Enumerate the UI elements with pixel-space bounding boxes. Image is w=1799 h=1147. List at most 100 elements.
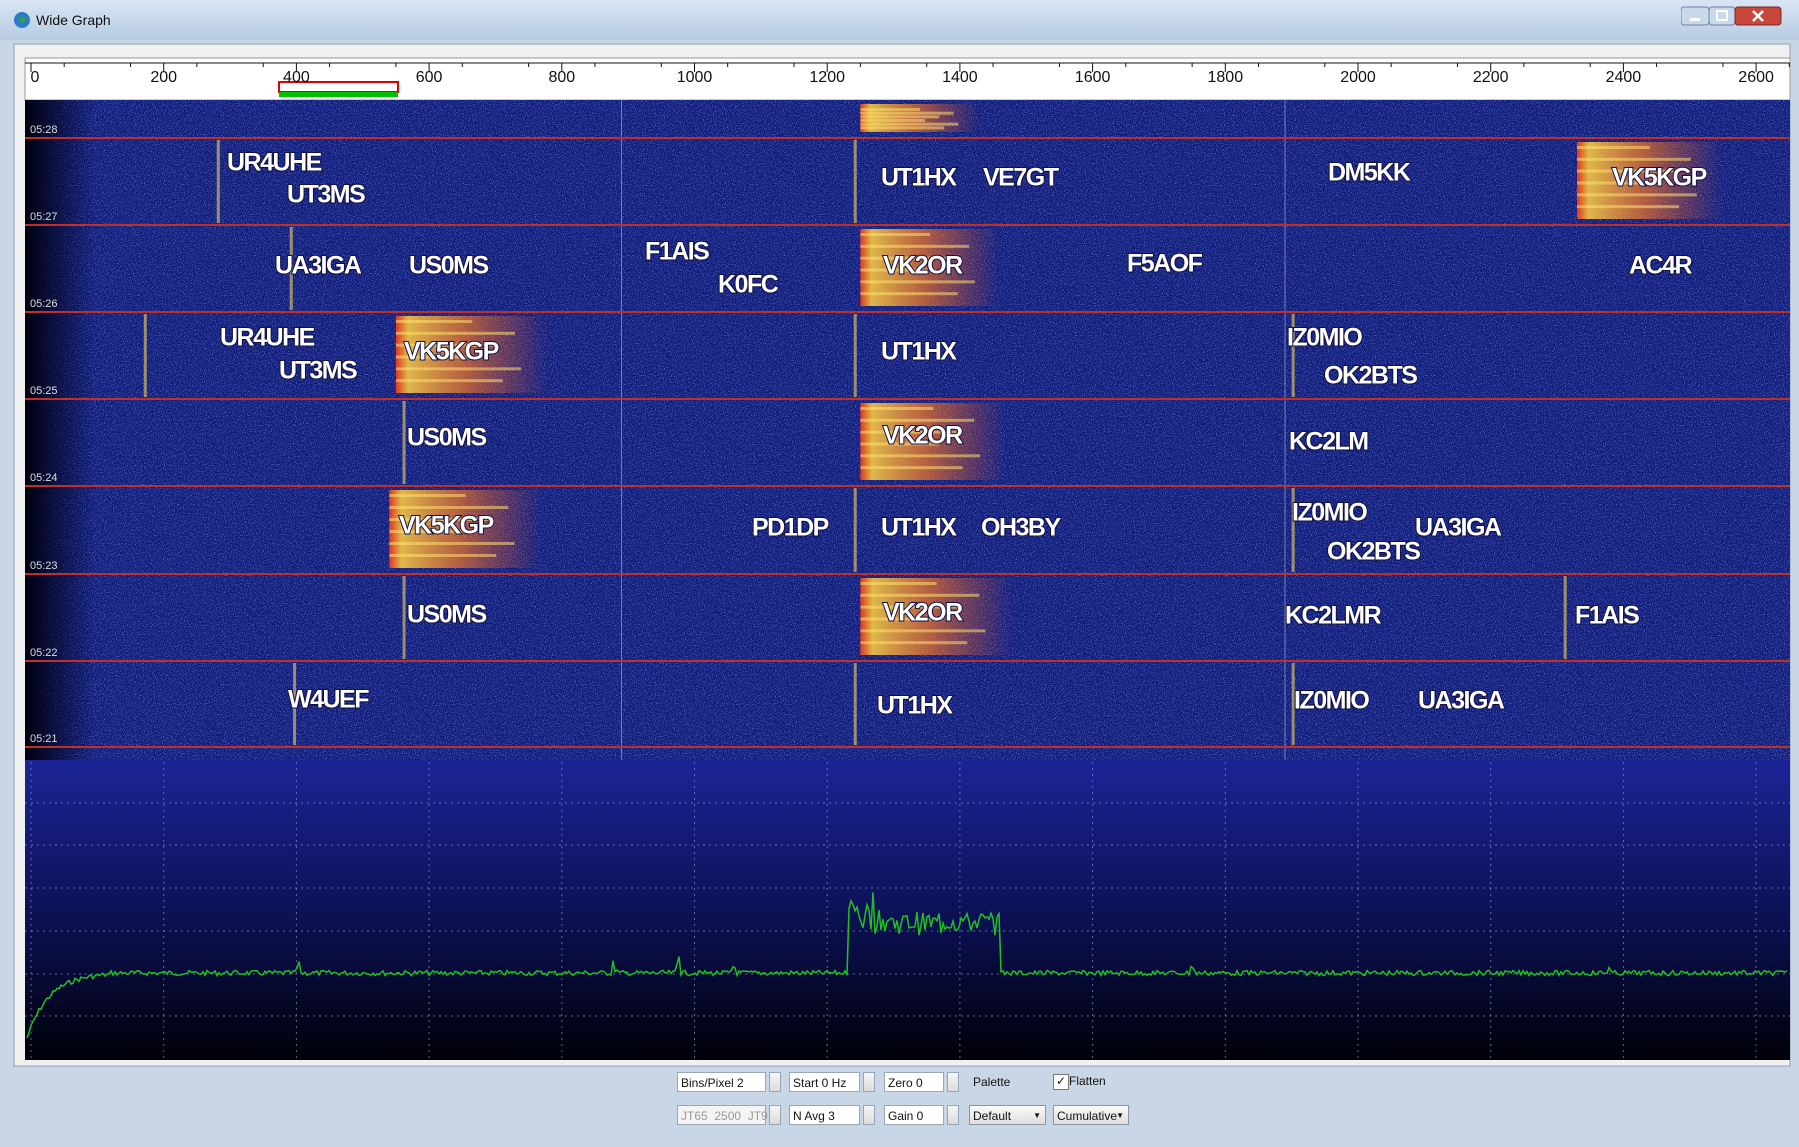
palette-dropdown[interactable]: Default [969,1105,1046,1125]
signal-streak [396,379,503,382]
signal-streak [1577,205,1679,208]
decode-label: K0FC [718,271,779,299]
decode-label: F1AIS [1575,602,1639,630]
decode-label: F5AOF [1127,250,1203,278]
time-label: 05:21 [30,733,58,745]
signal-streak [860,108,920,111]
narrow-signal [1564,576,1567,659]
signal-streak [396,332,515,335]
narrow-signal [854,663,857,745]
bins-per-pixel[interactable]: Bins/Pixel 2 [677,1072,766,1092]
zero[interactable]: Zero 0 [884,1072,944,1092]
flatten-checkbox[interactable]: ✓ [1053,1074,1069,1090]
narrow-signal [854,140,857,223]
narrow-signal [403,576,406,659]
signal-streak [860,233,930,236]
narrow-signal [144,314,147,397]
decode-label: VK5KGP [1612,164,1707,192]
decode-label: VK2OR [883,252,963,280]
decode-label: VK2OR [883,422,963,450]
signal-streak [389,542,514,545]
tick-label: 800 [548,69,575,86]
signal-streak [860,119,924,122]
tick-label: 600 [416,69,443,86]
spinner[interactable] [769,1072,781,1092]
rx-marker [279,92,398,97]
decode-label: W4UEF [288,686,369,714]
tick-label: 400 [283,69,310,86]
decode-label: PD1DP [752,514,829,542]
decode-label: UT1HX [881,338,957,366]
decode-label: OK2BTS [1324,362,1417,390]
narrow-signal [854,488,857,572]
spectrum-dropdown[interactable]: Cumulative [1053,1105,1129,1125]
decode-label: IZ0MIO [1287,324,1362,352]
signal-streak [860,126,944,129]
decode-label: UT3MS [279,357,357,385]
signal-streak [860,123,958,126]
time-label: 05:23 [30,560,58,572]
spinner [769,1105,781,1125]
decode-label: KC2LM [1289,428,1368,456]
time-label: 05:25 [30,385,58,397]
signal-streak [860,115,939,118]
spinner[interactable] [947,1072,959,1092]
decode-label: UR4UHE [227,149,322,177]
signal-streak [860,292,958,295]
decode-label: UT1HX [881,514,957,542]
signal-streak [860,280,974,283]
decode-label: VK2OR [883,599,963,627]
spinner[interactable] [863,1072,875,1092]
tick-label: 0 [31,69,40,86]
tick-label: 1400 [942,69,978,86]
spinner[interactable] [863,1105,875,1125]
palette-label: Palette [973,1072,1010,1092]
gain[interactable]: Gain 0 [884,1105,944,1125]
signal-streak [1577,146,1650,149]
signal-streak [860,466,962,469]
tick-label: 2200 [1473,69,1509,86]
spectrum [25,760,1790,1060]
signal-streak [860,594,979,597]
narrow-signal [854,314,857,397]
time-label: 05:26 [30,298,58,310]
spinner[interactable] [947,1105,959,1125]
tick-label: 1600 [1075,69,1111,86]
signal-streak [860,641,967,644]
signal-streak [860,582,936,585]
decode-label: US0MS [409,252,488,280]
decode-label: UA3IGA [1418,687,1505,715]
signal-streak [389,554,496,557]
signal-streak [396,367,521,370]
decode-label: AC4R [1629,252,1693,280]
decode-label: US0MS [407,601,486,629]
tick-label: 2600 [1738,69,1774,86]
time-label: 05:24 [30,472,58,484]
decode-label: IZ0MIO [1294,687,1369,715]
signal-streak [389,494,465,497]
tick-label: 2000 [1340,69,1376,86]
graph: 05:2805:2705:2605:2505:2405:2305:2205:21… [0,0,1799,1147]
signal-streak [1577,193,1697,196]
tick-label: 1200 [809,69,845,86]
signal-streak [860,245,969,248]
signal-streak [860,629,985,632]
n-avg[interactable]: N Avg 3 [789,1105,860,1125]
decode-label: UA3IGA [275,252,362,280]
time-label: 05:28 [30,124,58,136]
decode-label: US0MS [407,424,486,452]
window: Wide Graph 05:2805:27 [0,0,1799,1147]
decode-label: VK5KGP [399,512,494,540]
tick-label: 2400 [1606,69,1642,86]
start-frequency[interactable]: Start 0 Hz [789,1072,860,1092]
decode-label: IZ0MIO [1292,499,1367,527]
decode-label: UA3IGA [1415,514,1502,542]
narrow-signal [403,401,406,484]
decode-label: VK5KGP [404,338,499,366]
signal-streak [860,454,980,457]
narrow-signal [217,140,220,223]
time-label: 05:22 [30,647,58,659]
decode-label: UT3MS [287,181,365,209]
signal-streak [396,320,472,323]
decode-label: VE7GT [983,164,1059,192]
